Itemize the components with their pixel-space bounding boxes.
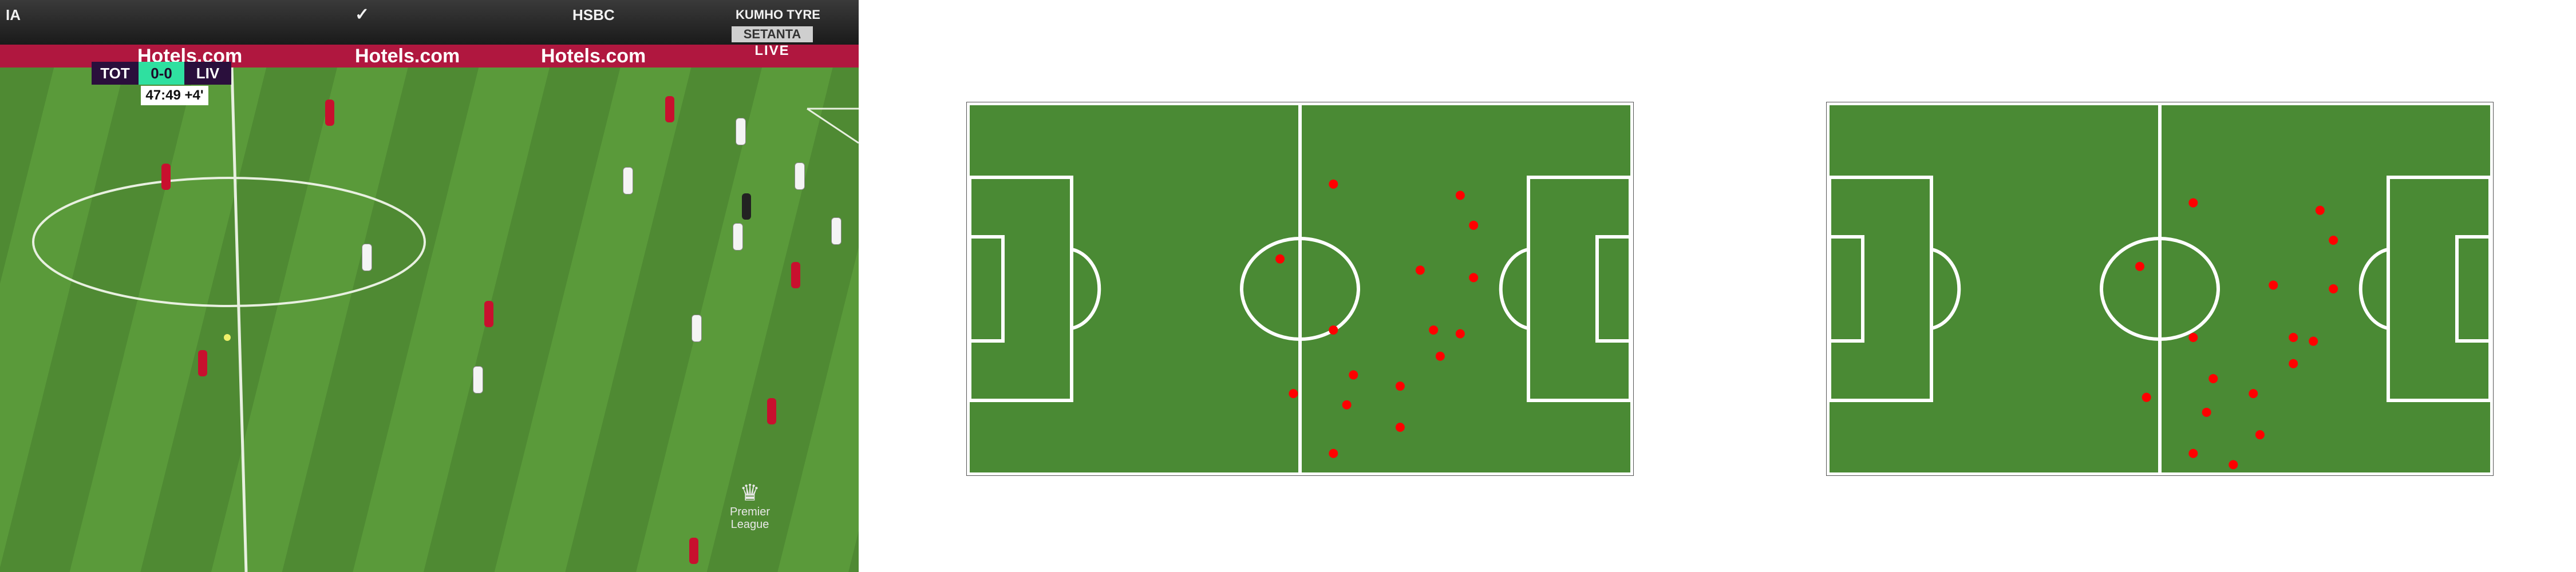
player-dot <box>1455 329 1465 339</box>
ball <box>224 334 231 341</box>
right-goal-area <box>2455 235 2492 343</box>
broadcast-frame: IA ✓ HSBC KUMHO TYRE Hotels.com Hotels.c… <box>0 0 859 572</box>
tactical-map-2 <box>1826 102 2494 476</box>
board-ad: Hotels.com <box>355 45 460 67</box>
right-goal-area <box>1595 235 1632 343</box>
player-home <box>692 315 702 342</box>
player-dot <box>2309 336 2318 346</box>
player-dot <box>2229 460 2238 470</box>
player-dot <box>1342 400 1352 410</box>
player-dot <box>1395 422 1405 432</box>
player-dot <box>1415 265 1425 275</box>
left-penalty-arc <box>1071 248 1101 330</box>
advertising-board: Hotels.com Hotels.com Hotels.com <box>0 45 859 67</box>
match-score: 0-0 <box>139 62 184 85</box>
player-home <box>736 118 746 145</box>
player-home <box>473 366 483 394</box>
player-dot <box>1469 220 1479 230</box>
stand-ad-middle: HSBC <box>572 6 615 23</box>
tactical-map-1 <box>966 102 1634 476</box>
left-penalty-arc <box>1931 248 1961 330</box>
player-away <box>689 538 698 564</box>
halfway-line <box>230 67 248 572</box>
broadcaster-badge: SETANTA LIVE <box>732 26 813 61</box>
player-dot <box>1329 325 1338 335</box>
league-logo-line: Premier <box>729 506 770 518</box>
match-clock-box: 47:49 +4' <box>141 86 208 105</box>
player-dot <box>1289 389 1298 399</box>
player-dot <box>2329 235 2338 245</box>
right-penalty-arc <box>1499 248 1529 330</box>
player-home <box>831 217 841 245</box>
pitch-map-svg <box>966 102 1634 476</box>
player-dot <box>1429 325 1439 335</box>
player-dot <box>2315 205 2325 215</box>
player-dot <box>1395 382 1405 391</box>
player-dot <box>2188 198 2198 208</box>
centre-circle <box>1240 237 1360 341</box>
referee <box>742 193 751 220</box>
player-dot <box>1329 448 1338 458</box>
player-away <box>767 398 776 424</box>
player-dot <box>1455 190 1465 200</box>
player-away <box>161 164 171 190</box>
player-home <box>795 162 805 190</box>
player-away <box>198 350 207 376</box>
stand-ad-left: IA <box>6 6 21 23</box>
player-dot <box>2269 280 2278 290</box>
player-dot <box>2188 333 2198 343</box>
player-away <box>665 96 674 122</box>
player-dot <box>2142 392 2151 402</box>
player-dot <box>1435 351 1445 361</box>
sponsor-swoosh-icon: ✓ <box>355 5 370 24</box>
player-dot <box>1469 273 1479 283</box>
left-goal-area <box>1828 235 1864 343</box>
left-goal-area <box>968 235 1005 343</box>
player-away <box>325 100 334 126</box>
right-penalty-arc <box>2358 248 2389 330</box>
player-dot <box>1349 370 1358 380</box>
player-dot <box>2329 284 2338 293</box>
added-time: +4' <box>184 88 204 103</box>
league-logo-line: League <box>730 518 769 531</box>
player-home <box>623 167 633 194</box>
player-home <box>362 244 372 271</box>
player-dot <box>2202 407 2211 417</box>
centre-circle <box>32 177 426 307</box>
penalty-area-line <box>807 108 859 144</box>
stadium-stands: IA ✓ HSBC KUMHO TYRE <box>0 0 859 45</box>
player-home <box>733 223 743 251</box>
player-dot <box>2135 261 2145 271</box>
lion-icon: ♛ <box>740 480 760 506</box>
away-team-abbr: LIV <box>184 62 231 85</box>
player-dot <box>2208 374 2218 383</box>
home-team-abbr: TOT <box>92 62 139 85</box>
centre-circle <box>2100 237 2220 341</box>
pitch-markings <box>32 67 859 572</box>
board-ad: Hotels.com <box>541 45 646 67</box>
league-logo: ♛ Premier League <box>724 480 776 531</box>
player-dot <box>2249 389 2258 399</box>
player-away <box>791 262 800 288</box>
player-dot <box>1275 254 1285 264</box>
player-away <box>484 301 493 327</box>
broadcaster-name: SETANTA <box>732 26 813 42</box>
player-dot <box>2289 359 2298 368</box>
live-indicator: LIVE <box>754 43 790 58</box>
match-clock: 47:49 <box>145 88 181 103</box>
pitch-map-svg <box>1826 102 2494 476</box>
player-dot <box>2188 448 2198 458</box>
player-dot <box>2289 333 2298 343</box>
player-dot <box>2255 430 2265 440</box>
stand-ad-right: KUMHO TYRE <box>736 7 820 22</box>
player-dot <box>1329 179 1338 189</box>
